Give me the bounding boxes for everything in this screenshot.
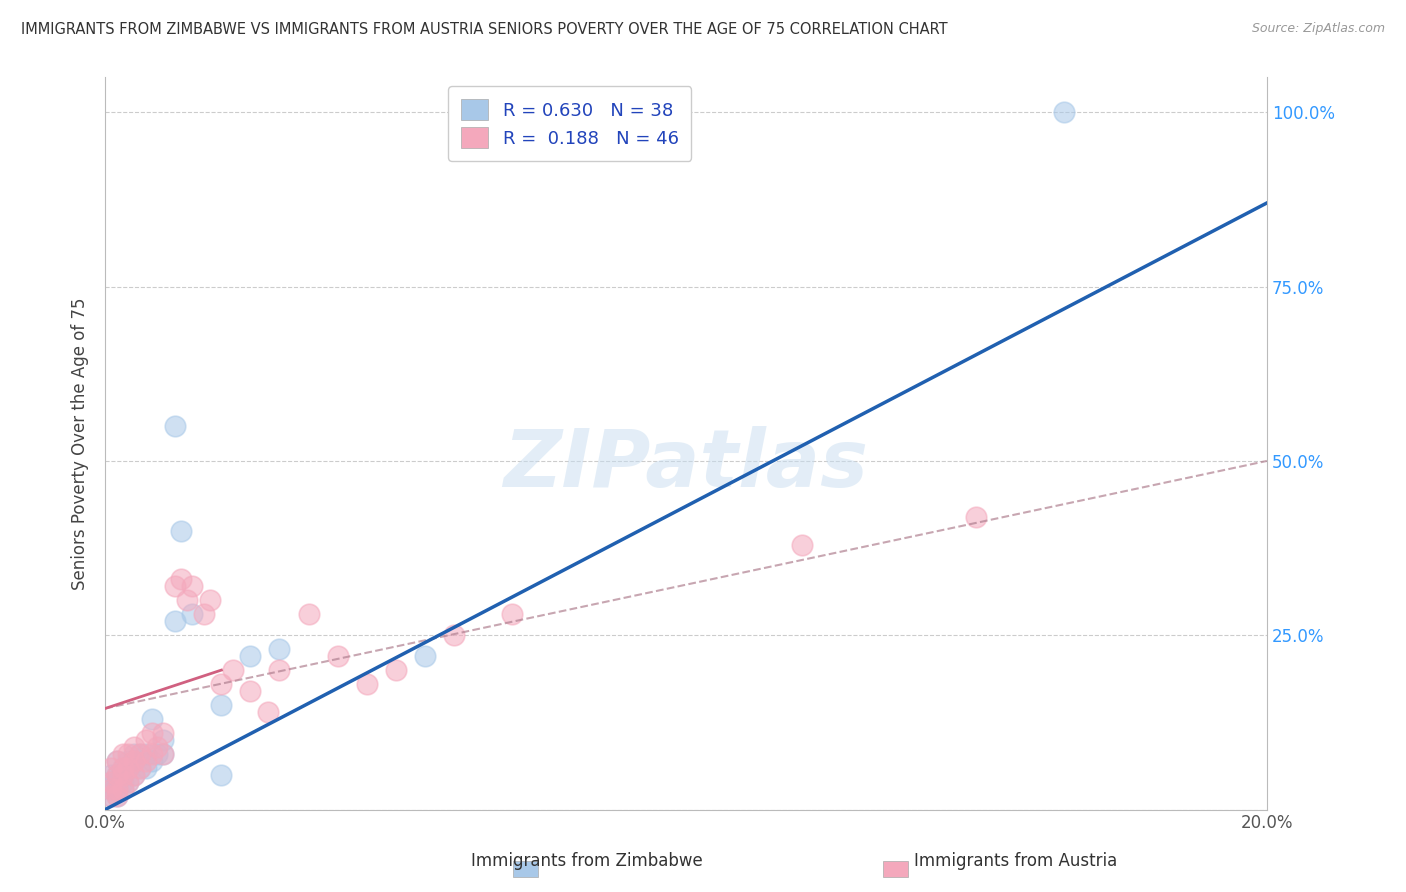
Point [356,677,378,691]
Point [152,726,174,740]
Point [141,726,163,740]
Point [135,747,157,761]
Point [1052,105,1074,120]
Point [209,767,232,781]
Point [163,419,186,434]
Point [100,781,122,796]
Point [100,789,122,803]
Point [222,663,245,677]
Point [170,573,193,587]
Point [129,761,152,775]
Point [269,663,291,677]
Text: Source: ZipAtlas.com: Source: ZipAtlas.com [1251,22,1385,36]
Point [117,754,139,768]
Point [129,747,152,761]
Point [257,705,280,719]
Text: Immigrants from Austria: Immigrants from Austria [914,852,1118,870]
Point [111,761,134,775]
Point [163,615,186,629]
Point [141,747,163,761]
Point [105,789,128,803]
Point [239,684,262,698]
Point [209,677,232,691]
Point [413,649,436,664]
Point [105,789,128,803]
Point [176,593,198,607]
Point [152,732,174,747]
Point [170,524,193,538]
Point [122,754,145,768]
Point [100,761,122,775]
Point [129,761,152,775]
Text: ZIPatlas: ZIPatlas [503,426,869,505]
Point [100,767,122,781]
Point [100,774,122,789]
Point [105,754,128,768]
Point [141,754,163,768]
Point [269,642,291,657]
Point [105,774,128,789]
Point [384,663,406,677]
Point [111,781,134,796]
Point [111,781,134,796]
Point [146,747,169,761]
Point [209,698,232,712]
Point [100,789,122,803]
Point [122,767,145,781]
Point [966,509,988,524]
Point [100,781,122,796]
Point [135,754,157,768]
Point [198,593,221,607]
Point [122,739,145,754]
Point [117,761,139,775]
Point [122,747,145,761]
Point [105,781,128,796]
Point [105,754,128,768]
Point [111,761,134,775]
Point [443,628,465,642]
Point [111,774,134,789]
Point [141,712,163,726]
Point [152,747,174,761]
Text: Immigrants from Zimbabwe: Immigrants from Zimbabwe [471,852,703,870]
Y-axis label: Seniors Poverty Over the Age of 75: Seniors Poverty Over the Age of 75 [72,297,89,590]
Point [181,607,204,622]
Point [100,774,122,789]
Point [122,754,145,768]
Point [135,732,157,747]
Point [105,767,128,781]
Point [117,761,139,775]
Point [129,747,152,761]
Point [181,579,204,593]
Point [117,747,139,761]
Point [111,767,134,781]
Point [326,649,349,664]
Point [111,767,134,781]
Text: IMMIGRANTS FROM ZIMBABWE VS IMMIGRANTS FROM AUSTRIA SENIORS POVERTY OVER THE AGE: IMMIGRANTS FROM ZIMBABWE VS IMMIGRANTS F… [21,22,948,37]
Point [501,607,523,622]
Point [111,747,134,761]
Point [105,767,128,781]
Point [135,761,157,775]
Point [105,781,128,796]
Point [122,767,145,781]
Point [146,739,169,754]
Legend: R = 0.630   N = 38, R =  0.188   N = 46: R = 0.630 N = 38, R = 0.188 N = 46 [449,87,692,161]
Point [163,579,186,593]
Point [239,649,262,664]
Point [152,747,174,761]
Point [117,774,139,789]
Point [297,607,319,622]
Point [792,538,814,552]
Point [193,607,215,622]
Point [117,774,139,789]
